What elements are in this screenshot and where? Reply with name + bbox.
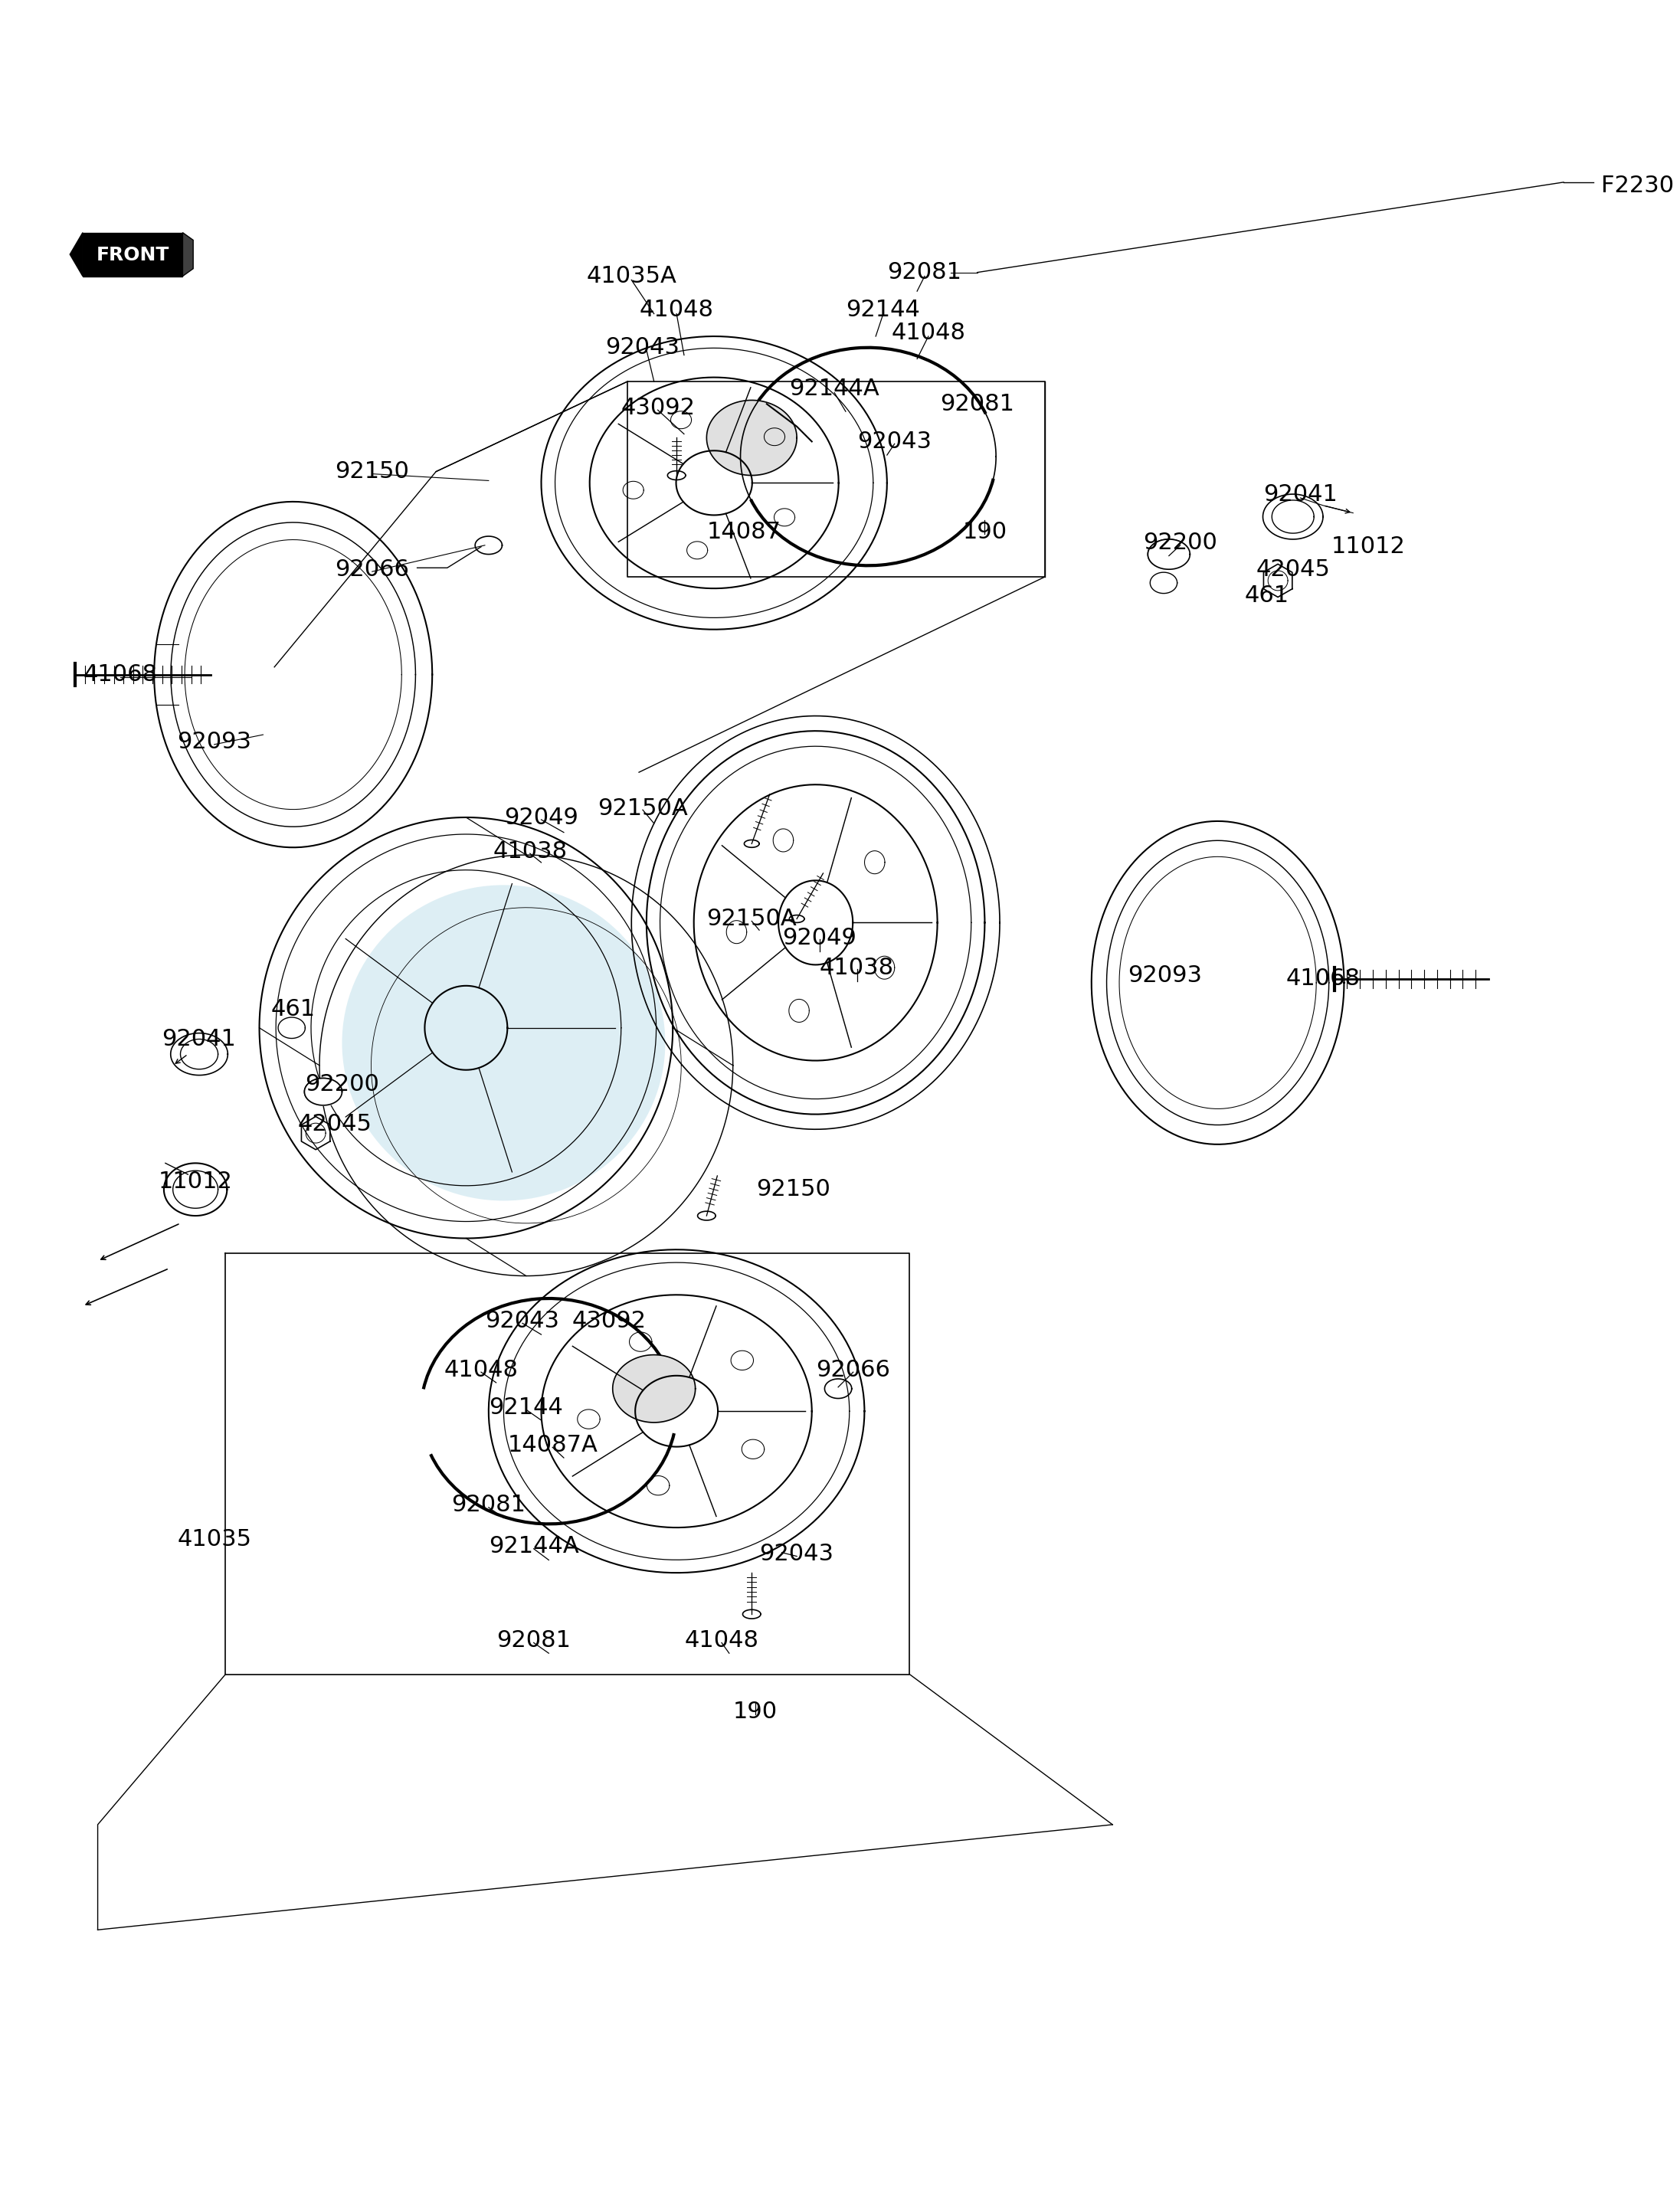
Text: 41048: 41048 — [684, 1630, 759, 1652]
Polygon shape — [71, 233, 82, 277]
Text: 41038: 41038 — [492, 839, 568, 861]
Text: 42045: 42045 — [297, 1114, 371, 1136]
Text: 11012: 11012 — [1331, 536, 1404, 558]
Text: 92150A: 92150A — [598, 798, 687, 819]
Text: 92081: 92081 — [887, 261, 961, 283]
Text: 41035: 41035 — [176, 1527, 252, 1551]
Text: 92150: 92150 — [756, 1178, 830, 1200]
Text: 41048: 41048 — [444, 1358, 517, 1382]
Text: 461: 461 — [270, 997, 316, 1019]
Text: 92081: 92081 — [497, 1630, 571, 1652]
Text: 92144: 92144 — [489, 1397, 563, 1419]
Text: 14087A: 14087A — [507, 1435, 598, 1457]
Text: 14087: 14087 — [707, 521, 781, 543]
Text: 92049: 92049 — [504, 806, 578, 828]
Text: 92093: 92093 — [176, 732, 252, 754]
Text: 41048: 41048 — [640, 299, 714, 321]
Text: 92200: 92200 — [304, 1072, 380, 1096]
Text: 92093: 92093 — [1127, 964, 1203, 986]
Text: 92081: 92081 — [941, 393, 1015, 415]
Text: FRONT: FRONT — [96, 246, 170, 264]
Text: 42045: 42045 — [1257, 558, 1331, 580]
Text: 92043: 92043 — [759, 1542, 833, 1564]
Text: 41068: 41068 — [1285, 969, 1361, 991]
Polygon shape — [82, 233, 183, 277]
Text: 190: 190 — [732, 1700, 778, 1722]
Text: 92043: 92043 — [486, 1309, 559, 1331]
Text: 92144: 92144 — [847, 299, 921, 321]
Text: 92150A: 92150A — [707, 907, 796, 929]
Text: 92081: 92081 — [452, 1494, 526, 1516]
Text: 41048: 41048 — [890, 321, 966, 343]
Text: 92041: 92041 — [161, 1028, 237, 1050]
Text: 92150: 92150 — [334, 461, 410, 483]
Polygon shape — [183, 233, 193, 277]
Ellipse shape — [343, 885, 665, 1202]
Text: 190: 190 — [963, 521, 1006, 543]
Text: 43092: 43092 — [620, 398, 696, 420]
Text: F2230: F2230 — [1601, 176, 1673, 198]
Text: 41035A: 41035A — [586, 266, 677, 288]
Text: 41038: 41038 — [820, 956, 894, 980]
Text: 92144A: 92144A — [790, 378, 880, 400]
Text: 92066: 92066 — [334, 558, 410, 580]
Text: 461: 461 — [1245, 584, 1289, 606]
Text: 43092: 43092 — [571, 1309, 647, 1331]
Text: 92043: 92043 — [857, 431, 932, 453]
Text: 92049: 92049 — [783, 927, 857, 949]
Text: 92144A: 92144A — [489, 1536, 580, 1558]
Text: 92066: 92066 — [816, 1358, 890, 1382]
Text: 41068: 41068 — [82, 663, 158, 685]
Text: 11012: 11012 — [158, 1171, 232, 1193]
Text: 92041: 92041 — [1263, 483, 1337, 505]
Text: 92043: 92043 — [605, 336, 680, 358]
Text: 92200: 92200 — [1142, 532, 1218, 554]
